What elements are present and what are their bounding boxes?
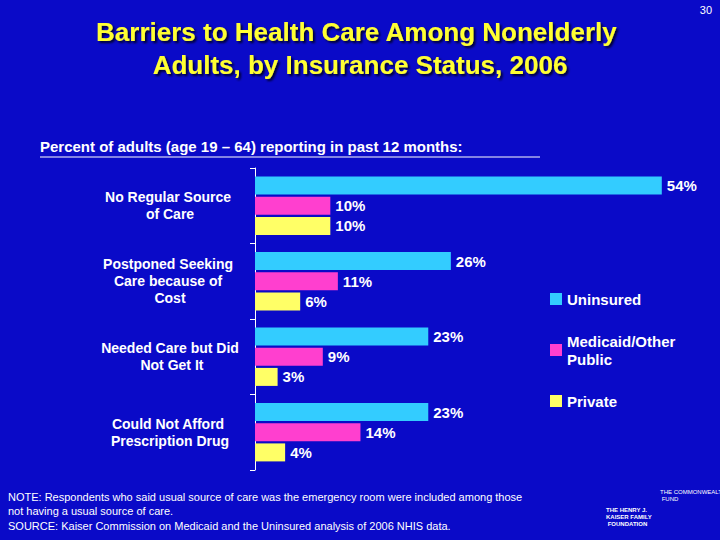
svg-text:NOTE: Respondents who said usu: NOTE: Respondents who said usual source … <box>8 491 525 503</box>
svg-text:Needed Care but Did: Needed Care but Did <box>101 340 239 356</box>
svg-text:54%: 54% <box>667 177 697 194</box>
svg-text:FOUNDATION: FOUNDATION <box>606 521 647 527</box>
svg-text:Public: Public <box>567 351 612 368</box>
svg-text:not having a usual source of c: not having a usual source of care. <box>8 505 173 517</box>
svg-text:3%: 3% <box>283 368 305 385</box>
svg-text:10%: 10% <box>335 197 365 214</box>
svg-text:30: 30 <box>700 4 712 16</box>
svg-text:Cost: Cost <box>154 290 185 306</box>
svg-text:Care because of: Care because of <box>114 273 226 289</box>
svg-text:Prescription Drug: Prescription Drug <box>111 433 229 449</box>
svg-text:Private: Private <box>567 393 617 410</box>
svg-text:Adults, by Insurance Status, 2: Adults, by Insurance Status, 2006 <box>153 50 568 80</box>
svg-text:Barriers to Health Care Among: Barriers to Health Care Among Nonelderly <box>96 17 624 47</box>
svg-text:Could Not Afford: Could Not Afford <box>112 416 228 432</box>
svg-text:KAISER FAMILY: KAISER FAMILY <box>606 514 652 520</box>
svg-text:Percent of adults (age 19 – 64: Percent of adults (age 19 – 64) reportin… <box>40 138 463 155</box>
svg-text:Medicaid/Other: Medicaid/Other <box>567 333 680 350</box>
svg-text:THE COMMONWEALTH: THE COMMONWEALTH <box>660 489 720 495</box>
svg-text:Not Get It: Not Get It <box>137 357 204 373</box>
svg-text:11%: 11% <box>343 273 372 290</box>
svg-text:6%: 6% <box>305 293 327 310</box>
svg-text:SOURCE: Kaiser Commission on M: SOURCE: Kaiser Commission on Medicaid an… <box>8 520 451 532</box>
svg-text:of Care: of Care <box>146 206 194 222</box>
svg-text:No Regular Source: No Regular Source <box>105 189 235 205</box>
svg-text:10%: 10% <box>335 217 365 234</box>
svg-text:26%: 26% <box>456 253 486 270</box>
svg-text:9%: 9% <box>328 348 350 365</box>
svg-text:Postponed Seeking: Postponed Seeking <box>103 256 237 272</box>
svg-text:Uninsured: Uninsured <box>567 291 641 308</box>
svg-text:23%: 23% <box>433 328 463 345</box>
svg-text:23%: 23% <box>433 404 463 421</box>
svg-text:14%: 14% <box>365 424 395 441</box>
svg-text:THE HENRY J.: THE HENRY J. <box>606 507 649 513</box>
svg-text:4%: 4% <box>290 444 312 461</box>
svg-text:FUND: FUND <box>660 496 679 502</box>
